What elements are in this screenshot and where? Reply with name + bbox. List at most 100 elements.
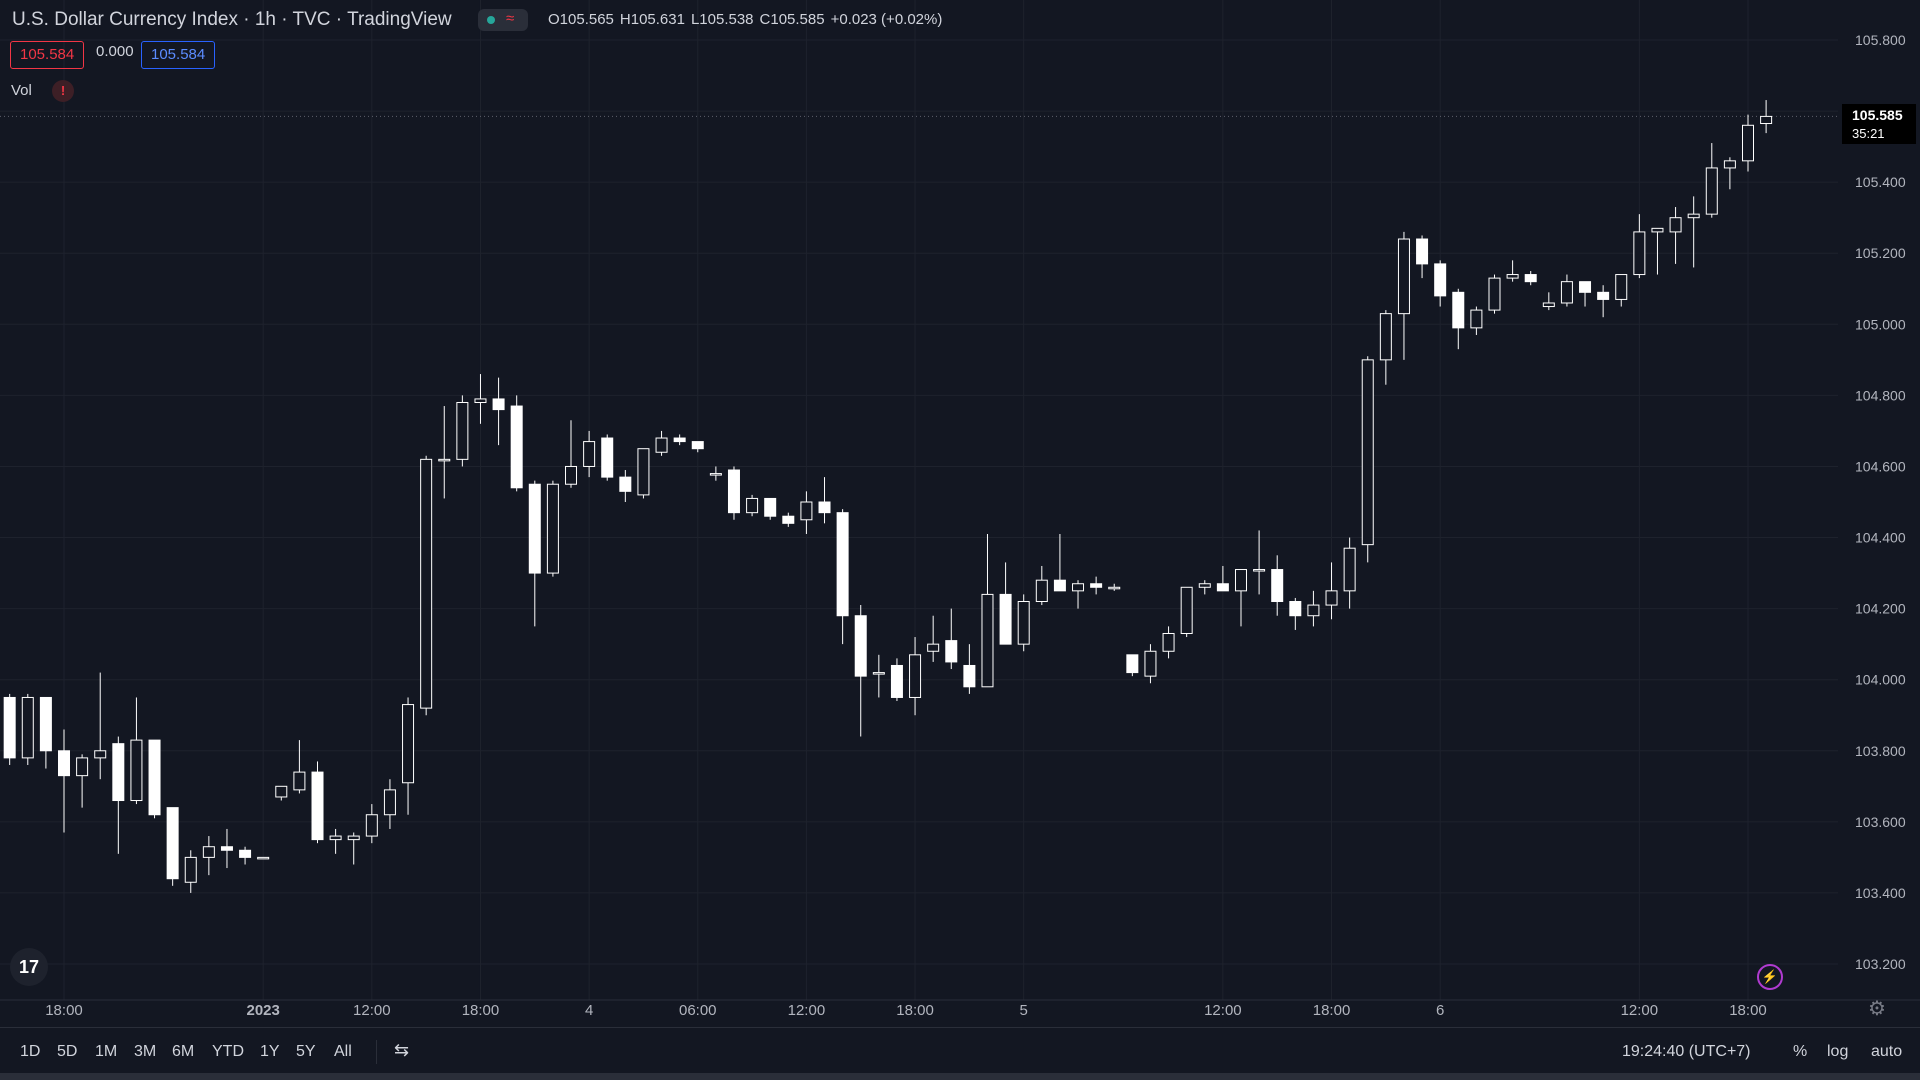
candle bbox=[1705, 143, 1718, 218]
candle-body-up bbox=[474, 398, 487, 403]
candle bbox=[365, 804, 378, 844]
candle-body-down bbox=[764, 497, 777, 517]
auto-toggle[interactable]: auto bbox=[1871, 1043, 1903, 1060]
candle-body-down bbox=[1216, 583, 1229, 592]
candle bbox=[510, 395, 523, 492]
candle-body-down bbox=[166, 807, 179, 880]
x-tick-label: 12:00 bbox=[1621, 1002, 1659, 1019]
bar-countdown: 35:21 bbox=[1852, 126, 1885, 141]
ohlc-legend: O105.565 H105.631 L105.538 C105.585 +0.023 (… bbox=[548, 11, 948, 28]
candle bbox=[1198, 580, 1211, 595]
candle bbox=[1651, 227, 1664, 275]
candle-body-up bbox=[637, 448, 650, 496]
candle-body-down bbox=[1416, 238, 1429, 265]
range-all[interactable]: All bbox=[334, 1043, 352, 1060]
candle-body-down bbox=[112, 743, 125, 802]
candle bbox=[1597, 285, 1610, 318]
percent-toggle[interactable]: % bbox=[1793, 1043, 1808, 1060]
x-tick-label: 18:00 bbox=[45, 1002, 83, 1019]
candle bbox=[927, 615, 940, 662]
candle-body-up bbox=[709, 473, 722, 476]
clock[interactable]: 19:24:40 (UTC+7) bbox=[1622, 1043, 1751, 1060]
tradingview-logo-icon[interactable]: 17 bbox=[10, 948, 48, 986]
range-1y[interactable]: 1Y bbox=[260, 1043, 280, 1060]
candle-body-down bbox=[890, 664, 903, 698]
gear-icon[interactable]: ⚙ bbox=[1868, 998, 1886, 1020]
bid-price[interactable]: 105.584 bbox=[10, 41, 85, 69]
log-toggle[interactable]: log bbox=[1827, 1043, 1849, 1060]
candle-body-up bbox=[1198, 583, 1211, 588]
candle bbox=[909, 637, 922, 716]
candle bbox=[474, 374, 487, 424]
candle-body-down bbox=[148, 739, 161, 816]
candle-body-up bbox=[981, 593, 994, 688]
candle-body-down bbox=[3, 696, 16, 759]
lightning-icon[interactable]: ⚡ bbox=[1757, 964, 1783, 990]
candle bbox=[3, 693, 16, 765]
candle-body-down bbox=[673, 437, 686, 443]
candle-body-down bbox=[691, 441, 704, 450]
range-1d[interactable]: 1D bbox=[20, 1043, 41, 1060]
warning-icon[interactable]: ! bbox=[52, 80, 74, 102]
range-5d[interactable]: 5D bbox=[57, 1043, 78, 1060]
candle bbox=[1723, 157, 1736, 190]
candle bbox=[872, 654, 885, 698]
candle-body-up bbox=[1669, 217, 1682, 233]
candle-body-up bbox=[1760, 115, 1773, 125]
time-axis[interactable]: 18:00 2023 12:00 18:00 4 06:00 12:00 18:00 5 12:0… bbox=[45, 1002, 1767, 1019]
candles bbox=[3, 100, 1773, 893]
ohlc-close: C105.585 bbox=[759, 11, 825, 28]
candle-body-up bbox=[655, 437, 668, 453]
candle-body-up bbox=[1035, 579, 1048, 603]
candle-body-down bbox=[1524, 274, 1537, 283]
candle-body-up bbox=[402, 704, 415, 784]
grid-lines bbox=[0, 0, 1920, 1001]
compare-icon[interactable]: ⇆ bbox=[394, 1040, 410, 1060]
candle-body-up bbox=[1615, 274, 1628, 300]
bottom-toolbar: 1D 5D 1M 3M 6M YTD 1Y 5Y All ⇆ 19:24:40 … bbox=[0, 1027, 1920, 1074]
candle bbox=[1234, 569, 1247, 627]
range-3m[interactable]: 3M bbox=[134, 1043, 157, 1060]
volume-indicator-label[interactable]: Vol bbox=[11, 82, 32, 99]
candle bbox=[800, 491, 813, 534]
candle bbox=[999, 562, 1012, 645]
candle bbox=[184, 850, 197, 893]
candle bbox=[1560, 274, 1573, 307]
ask-price[interactable]: 105.584 bbox=[141, 41, 216, 69]
y-tick-label: 105.000 bbox=[1855, 316, 1906, 332]
candle-body-up bbox=[347, 835, 360, 841]
candle-body-up bbox=[1253, 569, 1266, 572]
y-tick-label: 104.400 bbox=[1855, 530, 1906, 546]
x-tick-label: 18:00 bbox=[1313, 1002, 1351, 1019]
candle-body-up bbox=[456, 401, 469, 460]
range-1m[interactable]: 1M bbox=[95, 1043, 118, 1060]
price-axis[interactable]: 103.200 103.400 103.600 103.800 104.000 104.2… bbox=[1855, 32, 1906, 972]
candle-body-down bbox=[818, 501, 831, 514]
x-tick-label: 12:00 bbox=[788, 1002, 826, 1019]
candle-body-down bbox=[311, 771, 324, 841]
range-5y[interactable]: 5Y bbox=[296, 1043, 316, 1060]
candle-body-up bbox=[1651, 227, 1664, 233]
bottom-strip bbox=[0, 1073, 1920, 1080]
range-ytd[interactable]: YTD bbox=[212, 1043, 244, 1060]
candle bbox=[546, 480, 559, 577]
candle-body-up bbox=[94, 750, 107, 759]
candle-body-up bbox=[1234, 569, 1247, 592]
candle-body-up bbox=[1633, 231, 1646, 276]
candle bbox=[1017, 594, 1030, 652]
candle-body-up bbox=[927, 643, 940, 652]
candle-body-up bbox=[1162, 632, 1175, 652]
market-status[interactable]: ≈ bbox=[478, 9, 528, 31]
symbol-title[interactable]: U.S. Dollar Currency Index · 1h · TVC · … bbox=[12, 9, 452, 30]
candle bbox=[1343, 537, 1356, 609]
range-6m[interactable]: 6M bbox=[172, 1043, 195, 1060]
y-tick-label: 104.600 bbox=[1855, 458, 1906, 474]
candle-body-up bbox=[1742, 124, 1754, 162]
candle bbox=[1072, 580, 1085, 609]
candle-body-up bbox=[546, 483, 559, 574]
candle bbox=[1397, 231, 1410, 360]
candle-body-up bbox=[1560, 281, 1573, 304]
candle-body-up bbox=[1397, 238, 1410, 315]
candle-body-down bbox=[1597, 291, 1610, 300]
